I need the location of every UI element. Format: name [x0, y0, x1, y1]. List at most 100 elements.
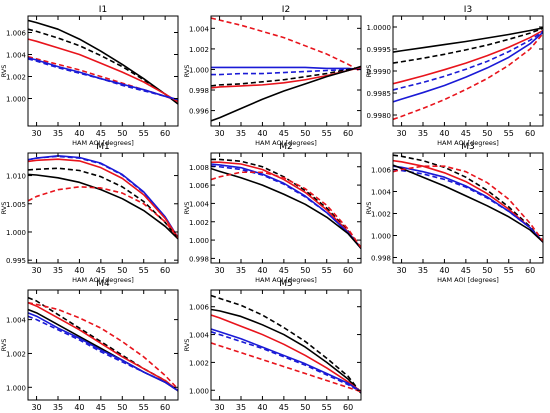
series-line-5: [211, 331, 361, 393]
series-line-4: [211, 165, 361, 249]
series-line-4: [211, 66, 361, 87]
x-tick-label: 40: [74, 129, 84, 138]
series-line-6: [28, 186, 178, 239]
panel-m4: 30 35 40 45 50 55 60 1.000 1.002 1.004 M4HAM AOI […: [0, 279, 179, 412]
x-tick-label: 45: [279, 403, 289, 412]
plot-frame: [27, 15, 179, 127]
y-tick-label: 1.006: [371, 167, 392, 175]
y-tick-label: 0.9985: [367, 90, 392, 98]
x-tick-label: 55: [322, 129, 332, 138]
y-tick-label: 0.998: [371, 255, 391, 263]
x-tick-label: 60: [160, 266, 170, 275]
series-line-4: [393, 30, 543, 91]
y-tick-label: 0.998: [189, 87, 209, 95]
x-tick-label: 45: [96, 129, 106, 138]
x-tick-label: 30: [396, 266, 406, 275]
x-tick-label: 30: [31, 266, 41, 275]
x-tick-label: 40: [439, 129, 449, 138]
x-tick-label: 35: [236, 403, 246, 412]
y-tick-label: 1.002: [371, 211, 391, 219]
series-line-5: [211, 167, 361, 249]
x-tick-label: 50: [482, 266, 492, 275]
x-tick-label: 45: [96, 403, 106, 412]
x-axis-label: HAM AOI [degrees]: [72, 139, 134, 147]
series-line-1: [211, 294, 361, 394]
series-line-6: [211, 342, 361, 393]
series-line-2: [28, 155, 178, 239]
x-tick-label: 55: [322, 266, 332, 275]
panel-title: M4: [96, 279, 110, 289]
y-tick-label: 1.000: [6, 384, 26, 392]
panel-title: I2: [282, 5, 290, 15]
series-line-6: [393, 33, 543, 121]
x-tick-label: 40: [257, 129, 267, 138]
y-tick-label: 1.0000: [367, 24, 392, 32]
y-tick-label: 1.000: [6, 96, 26, 104]
x-axis-label: HAM AOI [degrees]: [437, 276, 499, 284]
x-tick-label: 50: [300, 403, 310, 412]
x-tick-label: 60: [160, 403, 170, 412]
y-tick-label: 0.995: [6, 257, 26, 265]
series-line-1: [28, 19, 178, 105]
x-tick-label: 55: [139, 403, 149, 412]
x-tick-label: 35: [418, 129, 428, 138]
series-line-2: [211, 161, 361, 249]
x-tick-label: 45: [279, 266, 289, 275]
x-tick-label: 35: [53, 129, 63, 138]
x-tick-label: 40: [439, 266, 449, 275]
y-tick-label: 0.996: [189, 108, 210, 116]
x-tick-label: 45: [461, 266, 471, 275]
x-tick-label: 55: [504, 129, 514, 138]
series-line-3: [28, 158, 178, 239]
y-tick-label: 1.002: [6, 350, 26, 358]
x-tick-label: 50: [117, 266, 127, 275]
y-tick-label: 1.006: [6, 30, 27, 38]
series-line-4: [28, 55, 178, 102]
plot-frame: [27, 289, 179, 401]
x-tick-label: 35: [418, 266, 428, 275]
x-axis-label: HAM AOI [degrees]: [437, 139, 499, 147]
x-tick-label: 50: [482, 129, 492, 138]
y-tick-label: 1.004: [6, 52, 27, 60]
series-line-1: [393, 154, 543, 243]
y-tick-label: 0.9995: [367, 46, 392, 54]
x-tick-label: 60: [343, 266, 353, 275]
series-line-3: [211, 314, 361, 393]
x-tick-label: 60: [343, 403, 353, 412]
y-axis-label: RVS: [183, 65, 191, 78]
panel-i1: 30 35 40 45 50 55 60 1.000 1.002 1.004 1.006 I1 HAM …: [0, 5, 179, 147]
plot-frame: [210, 15, 362, 127]
x-tick-label: 55: [322, 403, 332, 412]
plot-frame: [392, 152, 544, 264]
y-tick-label: 1.010: [6, 173, 26, 181]
x-axis-label: HAM AOI [degrees]: [72, 276, 134, 284]
x-tick-label: 30: [31, 403, 41, 412]
y-tick-label: 1.004: [6, 317, 27, 325]
panel-title: I1: [99, 5, 107, 15]
x-tick-label: 60: [160, 129, 170, 138]
series-line-6: [211, 65, 361, 122]
series-line-4: [393, 168, 543, 243]
x-tick-label: 30: [31, 129, 41, 138]
series-line-6: [28, 315, 178, 392]
y-tick-label: 1.004: [189, 200, 210, 208]
panel-m5: 30 35 40 45 50 55 60 1.000 1.002 1.004 1.006 M5HAM …: [183, 279, 362, 412]
series-line-2: [211, 308, 361, 394]
y-axis-label: RVS: [0, 339, 8, 352]
panel-title: M1: [96, 142, 110, 152]
series-line-1: [211, 17, 361, 73]
series-line-4: [28, 167, 178, 240]
y-axis-label: RVS: [365, 202, 373, 215]
x-tick-label: 60: [525, 266, 535, 275]
series-line-5: [393, 164, 543, 243]
series-line-5: [393, 31, 543, 103]
y-tick-label: 0.998: [189, 255, 209, 263]
x-tick-label: 45: [96, 266, 106, 275]
y-axis-label: RVS: [183, 202, 191, 215]
panel-title: M2: [279, 142, 293, 152]
plot-frame: [210, 289, 362, 401]
y-tick-label: 0.9980: [367, 112, 392, 120]
plot-frame: [210, 152, 362, 264]
y-tick-label: 1.004: [371, 189, 392, 197]
